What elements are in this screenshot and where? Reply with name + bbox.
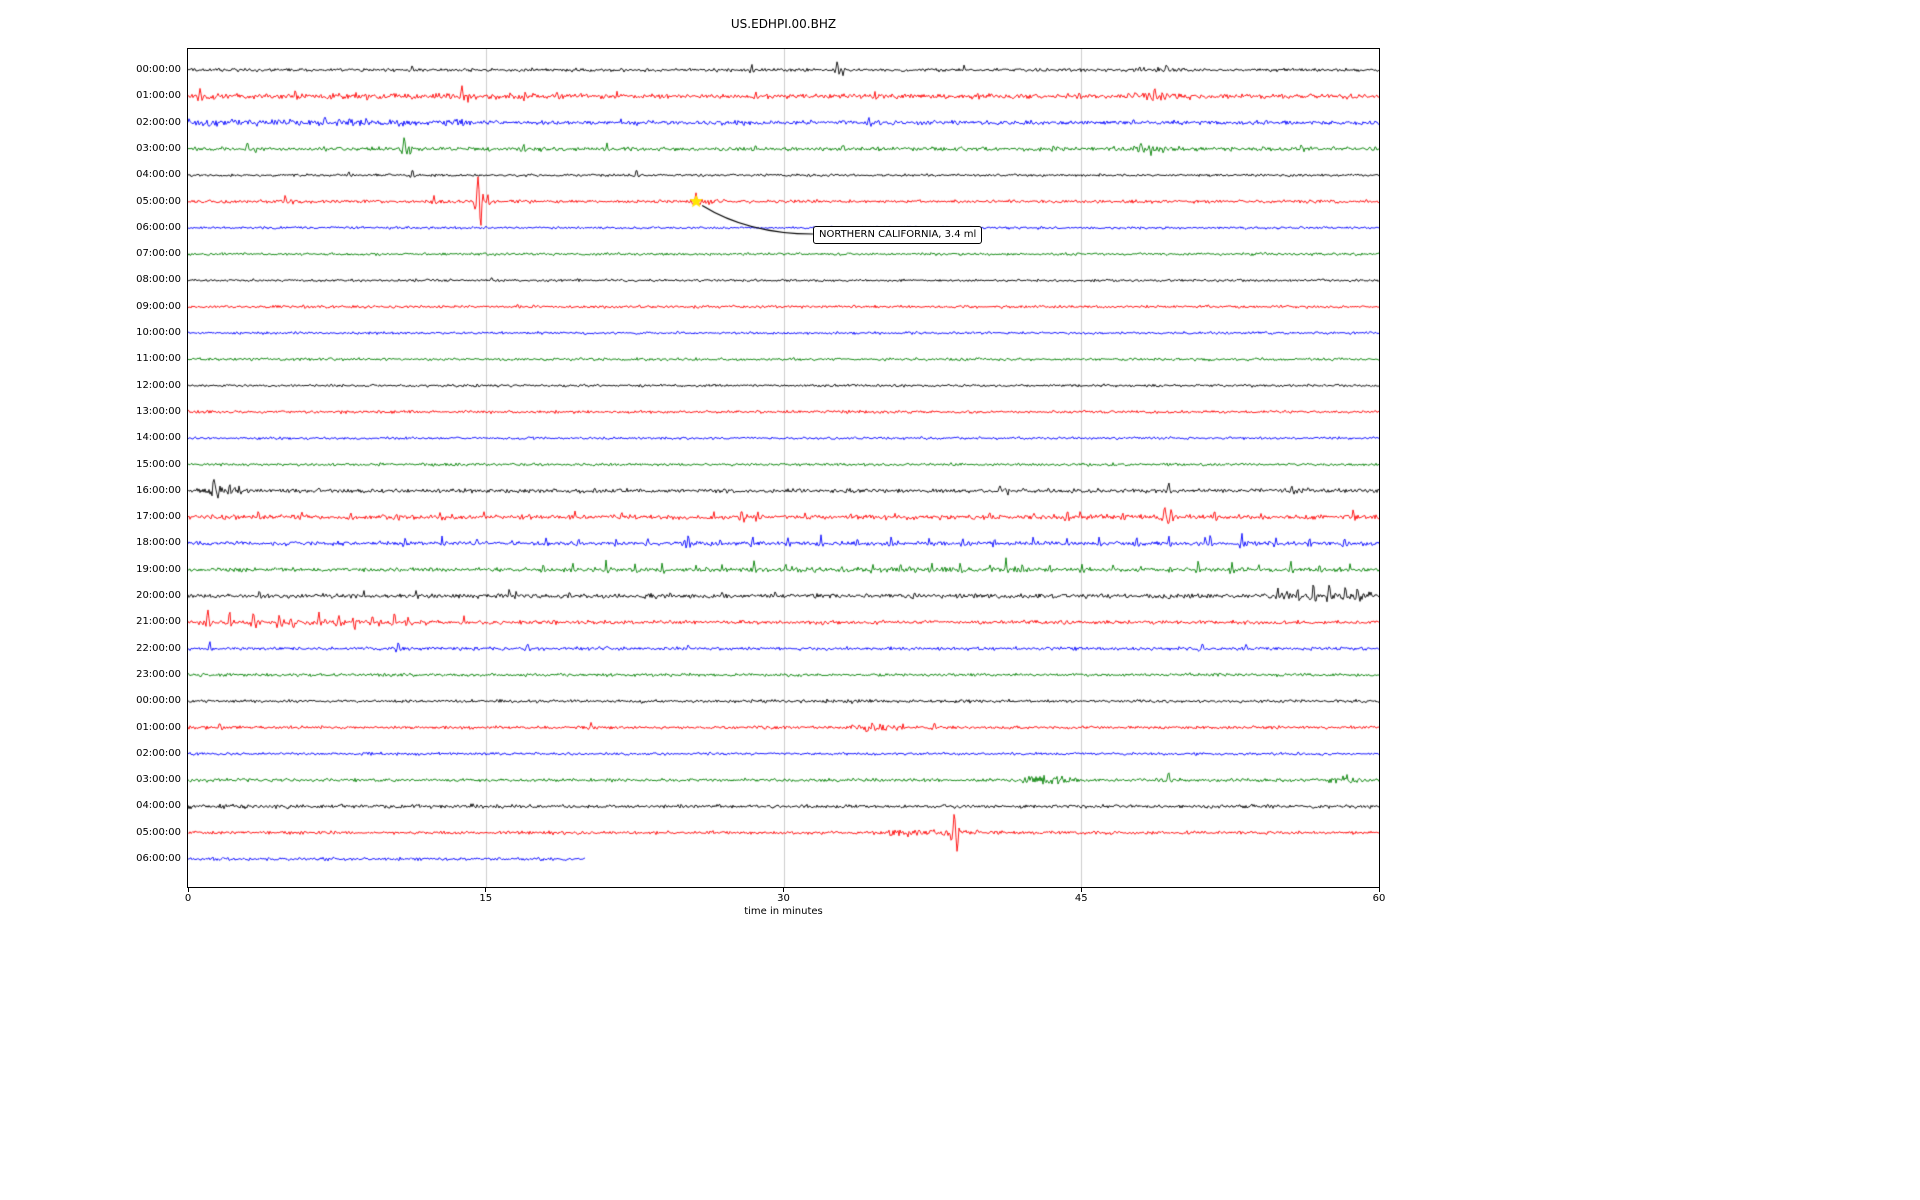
x-axis-label: time in minutes xyxy=(744,906,823,917)
plot-title: US.EDHPI.00.BHZ xyxy=(730,17,837,31)
row-label: 01:00:00 xyxy=(136,90,181,102)
plot-area xyxy=(187,48,1380,888)
x-tick-label: 15 xyxy=(479,893,493,904)
row-label: 14:00:00 xyxy=(136,432,181,444)
row-label: 10:00:00 xyxy=(136,327,181,338)
seismogram-canvas xyxy=(188,49,1379,887)
row-label: 05:00:00 xyxy=(136,826,181,838)
row-label: 22:00:00 xyxy=(136,642,181,654)
row-label: 11:00:00 xyxy=(136,353,181,365)
row-label: 03:00:00 xyxy=(136,774,181,786)
row-label: 05:00:00 xyxy=(136,195,181,207)
row-label: 09:00:00 xyxy=(136,300,181,312)
row-label: 06:00:00 xyxy=(136,221,181,233)
row-label: 04:00:00 xyxy=(136,169,181,181)
x-tick-mark xyxy=(187,888,189,892)
row-label: 23:00:00 xyxy=(136,668,181,680)
event-annotation: NORTHERN CALIFORNIA, 3.4 ml xyxy=(813,226,983,244)
x-tick-label: 0 xyxy=(184,893,192,904)
row-label: 06:00:00 xyxy=(136,853,181,864)
row-label: 12:00:00 xyxy=(136,379,181,391)
row-label: 00:00:00 xyxy=(136,64,181,75)
x-tick-mark xyxy=(1080,888,1082,892)
row-label: 02:00:00 xyxy=(136,116,181,128)
row-label: 00:00:00 xyxy=(136,695,181,707)
x-tick-mark xyxy=(1378,888,1380,892)
row-label: 18:00:00 xyxy=(136,537,181,549)
x-tick-label: 60 xyxy=(1372,893,1386,904)
x-tick-label: 30 xyxy=(777,893,790,904)
row-label: 01:00:00 xyxy=(136,721,181,733)
row-label: 19:00:00 xyxy=(136,563,181,575)
row-label: 15:00:00 xyxy=(136,458,181,470)
row-label: 17:00:00 xyxy=(136,511,181,523)
row-label: 16:00:00 xyxy=(136,484,181,496)
row-label: 02:00:00 xyxy=(136,747,181,759)
row-label: 03:00:00 xyxy=(136,142,181,154)
row-label: 04:00:00 xyxy=(136,800,181,812)
row-label: 08:00:00 xyxy=(136,274,181,286)
x-tick-mark xyxy=(783,888,784,892)
row-label: 13:00:00 xyxy=(136,405,181,417)
row-label: 21:00:00 xyxy=(136,616,181,628)
row-label: 20:00:00 xyxy=(136,590,181,601)
x-tick-mark xyxy=(485,888,487,892)
row-label: 07:00:00 xyxy=(136,248,181,260)
x-tick-label: 45 xyxy=(1074,893,1088,904)
